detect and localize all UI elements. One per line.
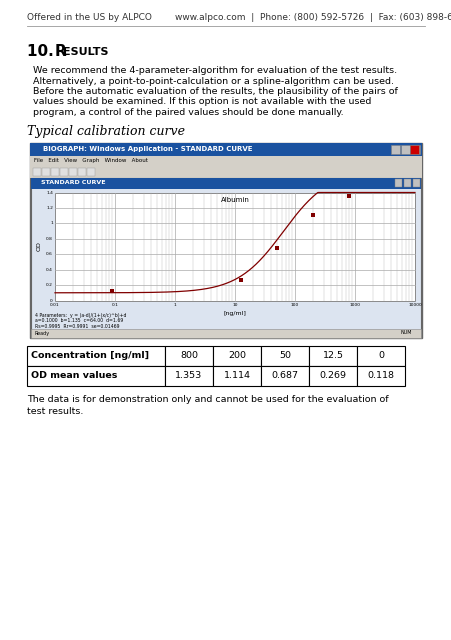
Text: 100: 100 [290, 303, 299, 307]
Text: ESULTS: ESULTS [63, 47, 108, 57]
Text: 50: 50 [278, 351, 290, 360]
Text: 1.353: 1.353 [175, 371, 202, 380]
Text: File   Edit   View   Graph   Window   About: File Edit View Graph Window About [34, 158, 147, 163]
Bar [356, 365, 404, 385]
Text: 0.4: 0.4 [46, 268, 53, 271]
Text: 0.687: 0.687 [271, 371, 298, 380]
Text: Alternatively, a point-to-point-calculation or a spline-algorithm can be used.: Alternatively, a point-to-point-calculat… [33, 77, 393, 86]
Bar [51, 168, 59, 175]
Text: OD: OD [37, 241, 41, 252]
Bar [30, 143, 421, 337]
Bar [31, 177, 420, 189]
Text: 0.6: 0.6 [46, 252, 53, 256]
Text: 1.114: 1.114 [223, 371, 250, 380]
Text: www.alpco.com  |  Phone: (800) 592-5726  |  Fax: (603) 898-6854: www.alpco.com | Phone: (800) 592-5726 | … [175, 13, 451, 22]
Bar [260, 365, 308, 385]
Text: 0.8: 0.8 [46, 237, 53, 241]
Text: 10.: 10. [27, 45, 59, 60]
Text: 1: 1 [50, 221, 53, 225]
Bar [42, 168, 50, 175]
Bar [165, 346, 212, 365]
Bar [165, 365, 212, 385]
Bar [31, 328, 420, 337]
Text: The data is for demonstration only and cannot be used for the evaluation of: The data is for demonstration only and c… [27, 396, 388, 404]
Bar [212, 365, 260, 385]
Text: 10: 10 [232, 303, 237, 307]
Text: 1: 1 [173, 303, 176, 307]
Text: Rs=0.9995  Rr=0.9991  se=0.01469: Rs=0.9995 Rr=0.9991 se=0.01469 [35, 323, 119, 328]
Text: 12.5: 12.5 [322, 351, 343, 360]
Bar [308, 346, 356, 365]
Text: Concentration [ng/ml]: Concentration [ng/ml] [31, 351, 149, 360]
Text: values should be examined. If this option is not available with the used: values should be examined. If this optio… [33, 97, 371, 106]
Bar [409, 145, 418, 154]
Bar [400, 145, 409, 154]
Text: program, a control of the paired values should be done manually.: program, a control of the paired values … [33, 108, 343, 117]
Text: Typical calibration curve: Typical calibration curve [27, 125, 184, 138]
Text: 1.2: 1.2 [46, 206, 53, 210]
Text: [ng/ml]: [ng/ml] [223, 312, 246, 317]
Text: Before the automatic evaluation of the results, the plausibility of the pairs of: Before the automatic evaluation of the r… [33, 87, 397, 96]
Text: 4 Parameters:  y = (a-d)/(1+(x/c)^b)+d: 4 Parameters: y = (a-d)/(1+(x/c)^b)+d [35, 314, 126, 319]
Text: 0.2: 0.2 [46, 283, 53, 287]
Text: 200: 200 [227, 351, 245, 360]
Text: 800: 800 [179, 351, 198, 360]
Text: BIOGRAPH: Windows Application - STANDARD CURVE: BIOGRAPH: Windows Application - STANDARD… [43, 146, 252, 152]
Text: a=0.1000  b=1.135  c=64.00  d=1.69: a=0.1000 b=1.135 c=64.00 d=1.69 [35, 319, 123, 323]
Bar [390, 145, 399, 154]
Bar [27, 346, 165, 365]
Bar [30, 166, 421, 177]
Text: 0.1: 0.1 [111, 303, 118, 307]
Bar [394, 179, 401, 186]
Text: Ready: Ready [35, 330, 50, 335]
Bar [60, 168, 68, 175]
Text: NUM: NUM [400, 330, 412, 335]
Bar [212, 346, 260, 365]
Text: STANDARD CURVE: STANDARD CURVE [41, 180, 105, 186]
Text: R: R [55, 45, 67, 60]
Text: Offered in the US by ALPCO: Offered in the US by ALPCO [27, 13, 152, 22]
Bar [356, 346, 404, 365]
Text: Albumin: Albumin [220, 196, 249, 202]
Bar [55, 193, 414, 301]
Text: test results.: test results. [27, 406, 83, 415]
Bar [30, 156, 421, 166]
Text: 0: 0 [377, 351, 383, 360]
Bar [27, 365, 165, 385]
Bar [33, 168, 41, 175]
Bar [410, 145, 419, 154]
Bar [87, 168, 95, 175]
Text: We recommend the 4-parameter-algorithm for evaluation of the test results.: We recommend the 4-parameter-algorithm f… [33, 66, 396, 75]
Bar [308, 365, 356, 385]
Text: 0.01: 0.01 [50, 303, 60, 307]
Text: 1.4: 1.4 [46, 191, 53, 195]
Bar [260, 346, 308, 365]
Text: 0.269: 0.269 [319, 371, 346, 380]
Text: 0.118: 0.118 [367, 371, 394, 380]
Bar [412, 179, 419, 186]
Bar [403, 179, 410, 186]
Bar [31, 177, 420, 337]
Bar [30, 143, 421, 156]
Text: OD mean values: OD mean values [31, 371, 117, 380]
Bar [78, 168, 86, 175]
Text: 10000: 10000 [407, 303, 421, 307]
Text: 0: 0 [50, 298, 53, 303]
Text: 1000: 1000 [349, 303, 360, 307]
Bar [69, 168, 77, 175]
